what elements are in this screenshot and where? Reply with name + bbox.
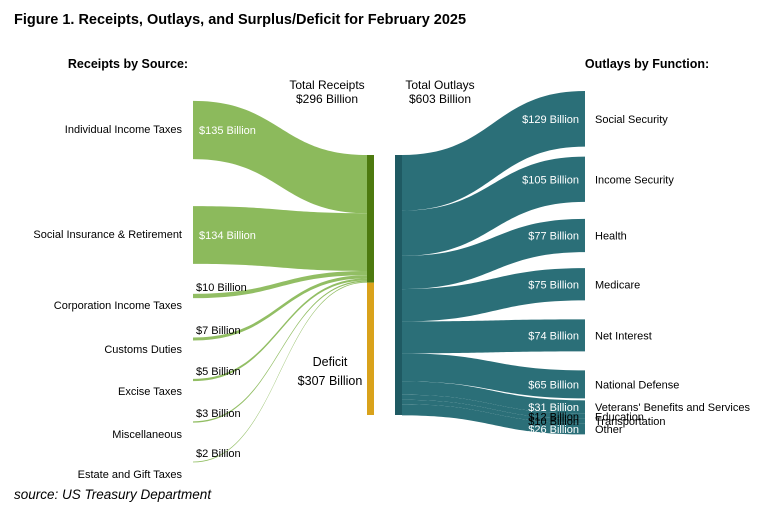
receipt-flow-corporation-income-taxes xyxy=(193,270,367,299)
receipt-value-social-insurance-retirement: $134 Billion xyxy=(199,230,256,242)
outlay-value-education: $12 Billion xyxy=(528,411,579,423)
outlay-value-veterans-benefits-and-services: $31 Billion xyxy=(528,402,579,414)
outlay-name-national-defense: National Defense xyxy=(595,379,679,391)
receipt-name-corporation-income-taxes: Corporation Income Taxes xyxy=(54,300,183,312)
outlay-flow-medicare xyxy=(402,268,585,322)
outlay-name-health: Health xyxy=(595,230,627,242)
outlay-name-social-security: Social Security xyxy=(595,114,668,126)
outlay-value-income-security: $105 Billion xyxy=(522,174,579,186)
receipt-value-customs-duties: $7 Billion xyxy=(196,325,241,337)
total-receipts-value: $296 Billion xyxy=(296,92,358,106)
outlay-value-national-defense: $65 Billion xyxy=(528,379,579,391)
receipt-name-individual-income-taxes: Individual Income Taxes xyxy=(65,124,183,136)
outlay-name-net-interest: Net Interest xyxy=(595,330,652,342)
receipt-name-customs-duties: Customs Duties xyxy=(104,344,182,356)
outlay-value-transportation: $10 Billion xyxy=(528,416,579,428)
receipt-flow-individual-income-taxes xyxy=(193,100,367,214)
receipts-bar xyxy=(367,155,374,283)
total-receipts-label: Total Receipts xyxy=(289,78,364,92)
receipt-flow-miscellaneous xyxy=(193,280,367,423)
receipt-name-excise-taxes: Excise Taxes xyxy=(118,386,182,398)
receipt-name-estate-and-gift-taxes: Estate and Gift Taxes xyxy=(78,469,183,481)
outlay-flow-social-security xyxy=(402,91,585,211)
outlay-flow-health xyxy=(402,218,585,290)
receipt-value-individual-income-taxes: $135 Billion xyxy=(199,125,256,137)
outlay-flow-other xyxy=(402,404,585,435)
deficit-value: $307 Billion xyxy=(298,374,363,388)
outlay-flow-education xyxy=(402,394,585,419)
receipt-value-estate-and-gift-taxes: $2 Billion xyxy=(196,448,241,460)
receipt-flow-excise-taxes xyxy=(193,278,367,382)
outlay-flow-net-interest xyxy=(402,319,585,354)
outlay-flow-income-security xyxy=(402,156,585,256)
receipt-name-social-insurance-retirement: Social Insurance & Retirement xyxy=(33,229,182,241)
outlay-name-veterans-benefits-and-services: Veterans' Benefits and Services xyxy=(595,402,750,414)
source-note: source: US Treasury Department xyxy=(14,487,212,502)
outlay-value-net-interest: $74 Billion xyxy=(528,330,579,342)
receipt-value-miscellaneous: $3 Billion xyxy=(196,408,241,420)
deficit-bar xyxy=(367,282,374,415)
total-outlays-value: $603 Billion xyxy=(409,92,471,106)
outlay-flow-transportation xyxy=(402,399,585,424)
receipt-name-miscellaneous: Miscellaneous xyxy=(112,429,182,441)
total-outlays-label: Total Outlays xyxy=(405,78,474,92)
outlay-name-transportation: Transportation xyxy=(595,416,666,428)
outlay-value-other: $26 Billion xyxy=(528,424,579,436)
outlay-name-income-security: Income Security xyxy=(595,174,674,186)
figure-title: Figure 1. Receipts, Outlays, and Surplus… xyxy=(14,12,466,28)
receipt-flow-social-insurance-retirement xyxy=(193,206,367,271)
outlays-bar xyxy=(395,155,402,415)
outlays-heading: Outlays by Function: xyxy=(585,57,709,71)
outlay-value-medicare: $75 Billion xyxy=(528,279,579,291)
receipt-value-excise-taxes: $5 Billion xyxy=(196,366,241,378)
outlay-flow-national-defense xyxy=(402,353,585,399)
receipt-flow-estate-and-gift-taxes xyxy=(193,281,367,463)
receipts-heading: Receipts by Source: xyxy=(68,57,188,71)
outlay-value-health: $77 Billion xyxy=(528,230,579,242)
outlay-flow-veterans-benefits-and-services xyxy=(402,381,585,414)
outlay-name-medicare: Medicare xyxy=(595,279,640,291)
outlay-value-social-security: $129 Billion xyxy=(522,114,579,126)
receipt-flow-customs-duties xyxy=(193,275,367,341)
deficit-label: Deficit xyxy=(313,355,348,369)
receipt-value-corporation-income-taxes: $10 Billion xyxy=(196,282,247,294)
outlay-name-education: Education xyxy=(595,411,644,423)
outlay-name-other: Other xyxy=(595,424,623,436)
